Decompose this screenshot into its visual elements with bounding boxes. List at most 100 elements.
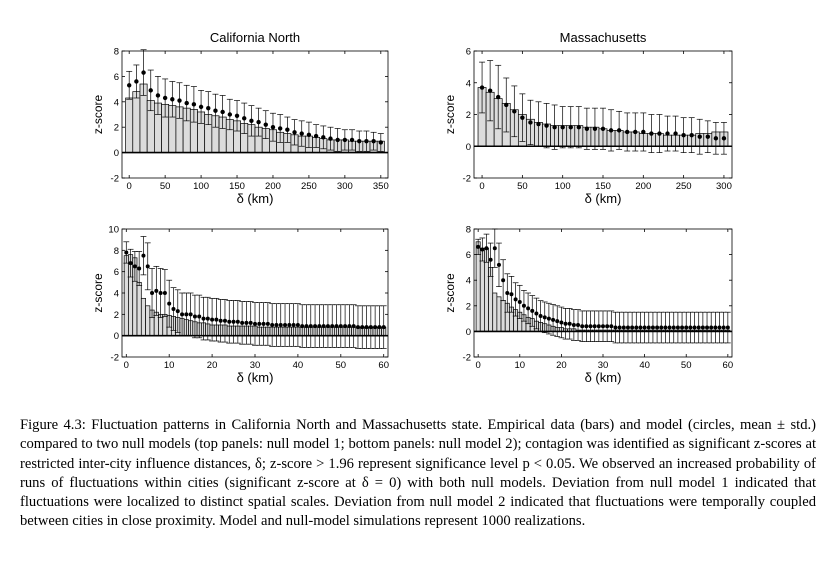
model-point [504,102,509,108]
model-point [688,325,693,330]
y-tick-label: 4 [114,289,119,300]
model-point [544,123,549,128]
x-tick-label: 100 [193,181,209,192]
model-point [261,321,266,326]
y-axis-label: z-score [443,95,457,135]
x-tick-label: 300 [716,181,732,192]
model-point [132,264,137,269]
x-tick-label: 20 [556,360,567,371]
model-point [617,325,622,330]
model-point [560,125,565,130]
model-point [608,128,614,133]
model-point [613,325,618,330]
model-point [328,136,333,141]
model-point [657,131,662,136]
model-point [351,324,356,329]
model-point [381,325,386,330]
chart-massachusetts-null1: Massachusetts 0 50 100 150 200 250 300 -2 0 2 4 6 δ (… [443,30,733,206]
model-point [287,323,292,327]
model-point [684,325,689,330]
model-point [521,303,526,308]
model-point [184,312,189,317]
y-tick-label: 8 [114,47,119,58]
model-point [588,324,593,329]
model-point [265,321,270,326]
model-point [530,308,535,313]
x-axis-label: δ (km) [585,191,622,206]
model-point [197,314,202,319]
model-point [234,113,240,118]
x-tick-label: 200 [265,181,281,192]
model-point [244,320,249,325]
model-point [538,314,543,319]
model-point [338,324,343,329]
model-point [213,108,218,113]
model-point [542,315,547,320]
model-point [257,321,262,326]
model-point [717,325,722,330]
model-point [624,129,630,135]
chart-title: Massachusetts [560,30,647,45]
model-point [512,109,517,114]
model-point [210,317,215,322]
model-point [277,126,283,131]
model-point [476,244,481,249]
model-point [167,301,172,306]
model-point [313,133,319,139]
model-point [596,324,601,329]
y-tick-label: 4 [114,97,119,108]
bar [496,296,502,332]
model-point [227,319,232,324]
model-point [306,132,312,138]
model-point [134,79,139,84]
y-tick-label: 0 [466,327,471,338]
chart-massachusetts-null2: 0 10 20 30 40 50 60 -2 0 2 4 6 8 δ (km) z-score [443,225,734,386]
y-tick-label: 2 [114,123,119,134]
model-point [334,324,339,329]
model-point [278,323,283,327]
model-point [231,319,236,324]
model-point [128,261,133,266]
x-axis-label: δ (km) [237,370,274,385]
model-point [492,246,497,251]
x-tick-label: 60 [723,360,734,371]
x-tick-label: 0 [476,360,481,371]
model-point [592,324,597,329]
model-point [150,291,155,295]
model-point [709,325,714,330]
bar [488,267,494,332]
model-point [377,325,382,330]
model-point [638,325,643,330]
model-point [496,262,501,267]
x-tick-label: 60 [378,360,389,371]
x-tick-label: 0 [124,360,129,371]
model-point [642,325,647,330]
x-tick-label: 250 [301,181,317,192]
model-point [567,321,572,326]
model-point [291,323,296,327]
model-point [141,253,146,258]
model-point [526,306,531,311]
model-point [488,257,493,262]
bar [123,255,129,337]
y-tick-label: -2 [111,174,119,185]
x-tick-label: 250 [676,181,692,192]
model-point [673,131,678,136]
x-tick-label: 100 [555,181,571,192]
model-point [155,93,161,98]
y-tick-label: 8 [466,225,471,236]
model-point [343,324,348,329]
model-point [665,131,670,136]
model-point [520,115,525,120]
model-point [180,312,185,317]
y-tick-label: 6 [114,267,119,278]
model-point [663,325,668,330]
y-tick-label: 4 [466,78,471,89]
model-point [218,318,223,323]
y-tick-label: 0 [466,142,471,153]
model-point [222,318,227,323]
model-point [609,324,614,329]
model-point [347,324,352,329]
x-tick-label: 10 [514,360,525,371]
model-point [253,321,257,326]
